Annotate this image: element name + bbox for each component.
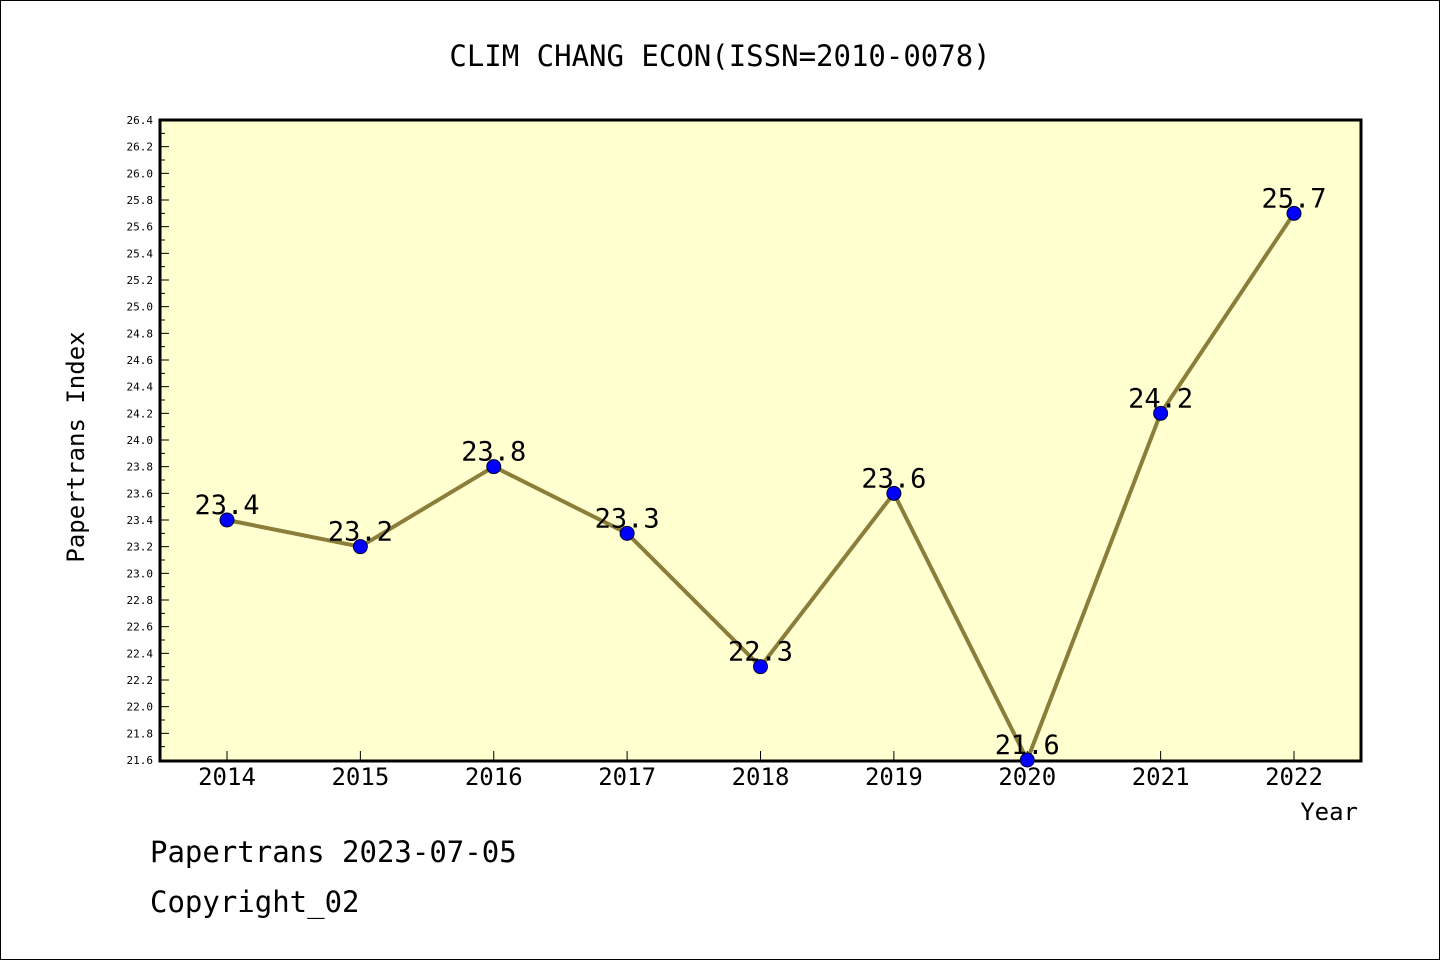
- y-tick-label: 25.6: [127, 221, 154, 234]
- y-tick-label: 22.2: [127, 674, 154, 687]
- y-tick-label: 23.0: [127, 567, 154, 580]
- data-label: 23.6: [861, 463, 926, 494]
- y-tick-label: 24.0: [127, 434, 154, 447]
- y-tick-label: 25.2: [127, 274, 154, 287]
- y-tick-label: 21.6: [127, 754, 154, 767]
- y-tick-label: 21.8: [127, 727, 154, 740]
- x-tick-label: 2017: [598, 763, 656, 791]
- x-axis-label: Year: [1300, 798, 1358, 826]
- data-point: [753, 659, 768, 675]
- data-label: 21.6: [995, 730, 1060, 761]
- data-label: 24.2: [1128, 383, 1193, 414]
- y-tick-label: 24.4: [127, 381, 154, 394]
- data-label: 23.3: [595, 503, 660, 534]
- x-tick-label: 2019: [865, 763, 923, 791]
- data-labels: 23.4 23.2 23.8 23.3 22.3 23.6 21.6 24.2 25.7: [194, 183, 1326, 761]
- y-tick-label: 26.0: [127, 167, 154, 180]
- y-tick-label: 26.2: [127, 141, 154, 154]
- y-axis: 21.6 21.8 22.0 22.2 22.4 22.6 22.8 23.0 23.2 23.4…: [127, 114, 169, 767]
- data-point: [1019, 752, 1035, 768]
- data-label: 23.8: [461, 437, 526, 468]
- y-tick-label: 23.6: [127, 487, 154, 500]
- x-tick-label: 2020: [998, 763, 1056, 791]
- x-tick-label: 2015: [331, 763, 389, 791]
- y-axis-label: Papertrans Index: [62, 331, 90, 562]
- data-point: [486, 459, 502, 475]
- y-tick-label: 22.8: [127, 594, 154, 607]
- y-tick-label: 24.6: [127, 354, 154, 367]
- y-tick-label: 23.4: [127, 514, 154, 527]
- x-tick-label: 2022: [1265, 763, 1323, 791]
- plot-area: [158, 118, 1363, 763]
- y-tick-label: 24.2: [127, 407, 154, 420]
- x-axis: 2014 2015 2016 2017 2018 2019 2020 2021 2022: [198, 751, 1323, 791]
- data-point: [1153, 405, 1169, 421]
- y-tick-label: 22.6: [127, 621, 154, 634]
- footer-date: Papertrans 2023-07-05: [150, 835, 517, 869]
- y-tick-label: 25.0: [127, 301, 154, 314]
- x-tick-label: 2014: [198, 763, 256, 791]
- x-tick-label: 2016: [465, 763, 523, 791]
- y-tick-label: 22.4: [127, 647, 154, 660]
- data-label: 23.4: [194, 490, 259, 521]
- data-point: [219, 512, 235, 528]
- x-tick-label: 2021: [1132, 763, 1190, 791]
- y-tick-label: 23.8: [127, 461, 154, 474]
- footer-copyright: Copyright_02: [150, 885, 360, 919]
- data-point: [886, 485, 902, 501]
- y-tick-label: 24.8: [127, 327, 154, 340]
- data-label: 23.2: [328, 517, 393, 548]
- data-point: [1286, 205, 1302, 221]
- data-label: 25.7: [1261, 183, 1326, 214]
- y-tick-label: 22.0: [127, 701, 154, 714]
- y-tick-label: 25.8: [127, 194, 154, 207]
- data-label: 22.3: [728, 637, 793, 668]
- x-tick-label: 2018: [732, 763, 790, 791]
- data-point: [619, 525, 635, 541]
- y-tick-label: 25.4: [127, 247, 154, 260]
- data-point: [352, 539, 368, 555]
- chart-title: CLIM CHANG ECON(ISSN=2010-0078): [449, 39, 990, 73]
- series-markers: [219, 205, 1302, 768]
- y-tick-label: 26.4: [127, 114, 154, 127]
- y-tick-label: 23.2: [127, 541, 154, 554]
